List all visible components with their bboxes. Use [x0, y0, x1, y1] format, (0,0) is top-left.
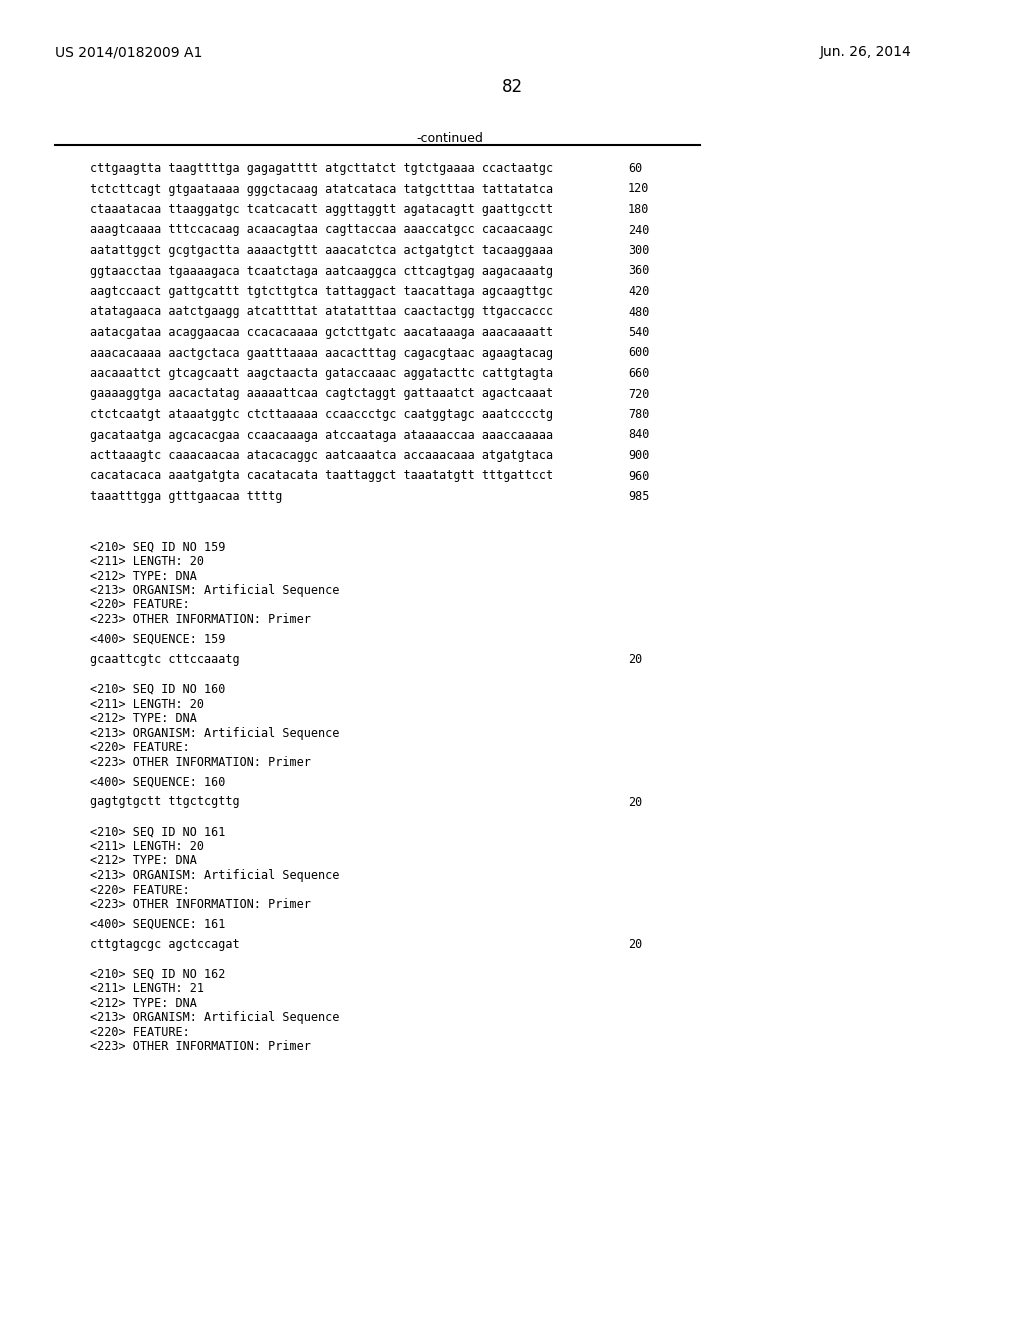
- Text: <211> LENGTH: 20: <211> LENGTH: 20: [90, 554, 204, 568]
- Text: 840: 840: [628, 429, 649, 441]
- Text: 420: 420: [628, 285, 649, 298]
- Text: ggtaacctaa tgaaaagaca tcaatctaga aatcaaggca cttcagtgag aagacaaatg: ggtaacctaa tgaaaagaca tcaatctaga aatcaag…: [90, 264, 553, 277]
- Text: <212> TYPE: DNA: <212> TYPE: DNA: [90, 569, 197, 582]
- Text: <213> ORGANISM: Artificial Sequence: <213> ORGANISM: Artificial Sequence: [90, 1011, 339, 1024]
- Text: 960: 960: [628, 470, 649, 483]
- Text: 985: 985: [628, 490, 649, 503]
- Text: 240: 240: [628, 223, 649, 236]
- Text: <211> LENGTH: 20: <211> LENGTH: 20: [90, 840, 204, 853]
- Text: aatacgataa acaggaacaa ccacacaaaa gctcttgatc aacataaaga aaacaaaatt: aatacgataa acaggaacaa ccacacaaaa gctcttg…: [90, 326, 553, 339]
- Text: 120: 120: [628, 182, 649, 195]
- Text: <213> ORGANISM: Artificial Sequence: <213> ORGANISM: Artificial Sequence: [90, 583, 339, 597]
- Text: <213> ORGANISM: Artificial Sequence: <213> ORGANISM: Artificial Sequence: [90, 726, 339, 739]
- Text: <210> SEQ ID NO 161: <210> SEQ ID NO 161: [90, 825, 225, 838]
- Text: Jun. 26, 2014: Jun. 26, 2014: [820, 45, 911, 59]
- Text: <400> SEQUENCE: 159: <400> SEQUENCE: 159: [90, 634, 225, 645]
- Text: tctcttcagt gtgaataaaa gggctacaag atatcataca tatgctttaa tattatatca: tctcttcagt gtgaataaaa gggctacaag atatcat…: [90, 182, 553, 195]
- Text: 180: 180: [628, 203, 649, 216]
- Text: <212> TYPE: DNA: <212> TYPE: DNA: [90, 854, 197, 867]
- Text: aaagtcaaaa tttccacaag acaacagtaa cagttaccaa aaaccatgcc cacaacaagc: aaagtcaaaa tttccacaag acaacagtaa cagttac…: [90, 223, 553, 236]
- Text: <210> SEQ ID NO 160: <210> SEQ ID NO 160: [90, 682, 225, 696]
- Text: 780: 780: [628, 408, 649, 421]
- Text: <400> SEQUENCE: 161: <400> SEQUENCE: 161: [90, 917, 225, 931]
- Text: <212> TYPE: DNA: <212> TYPE: DNA: [90, 711, 197, 725]
- Text: <211> LENGTH: 20: <211> LENGTH: 20: [90, 697, 204, 710]
- Text: aagtccaact gattgcattt tgtcttgtca tattaggact taacattaga agcaagttgc: aagtccaact gattgcattt tgtcttgtca tattagg…: [90, 285, 553, 298]
- Text: ctctcaatgt ataaatggtc ctcttaaaaa ccaaccctgc caatggtagc aaatcccctg: ctctcaatgt ataaatggtc ctcttaaaaa ccaaccc…: [90, 408, 553, 421]
- Text: 720: 720: [628, 388, 649, 400]
- Text: <400> SEQUENCE: 160: <400> SEQUENCE: 160: [90, 776, 225, 788]
- Text: acttaaagtc caaacaacaa atacacaggc aatcaaatca accaaacaaa atgatgtaca: acttaaagtc caaacaacaa atacacaggc aatcaaa…: [90, 449, 553, 462]
- Text: <210> SEQ ID NO 162: <210> SEQ ID NO 162: [90, 968, 225, 981]
- Text: gacataatga agcacacgaa ccaacaaaga atccaataga ataaaaccaa aaaccaaaaa: gacataatga agcacacgaa ccaacaaaga atccaat…: [90, 429, 553, 441]
- Text: 82: 82: [502, 78, 522, 96]
- Text: <212> TYPE: DNA: <212> TYPE: DNA: [90, 997, 197, 1010]
- Text: <223> OTHER INFORMATION: Primer: <223> OTHER INFORMATION: Primer: [90, 1040, 311, 1053]
- Text: cttgtagcgc agctccagat: cttgtagcgc agctccagat: [90, 939, 240, 950]
- Text: -continued: -continued: [417, 132, 483, 145]
- Text: 600: 600: [628, 346, 649, 359]
- Text: <220> FEATURE:: <220> FEATURE:: [90, 1026, 189, 1039]
- Text: aatattggct gcgtgactta aaaactgttt aaacatctca actgatgtct tacaaggaaa: aatattggct gcgtgactta aaaactgttt aaacatc…: [90, 244, 553, 257]
- Text: <211> LENGTH: 21: <211> LENGTH: 21: [90, 982, 204, 995]
- Text: 660: 660: [628, 367, 649, 380]
- Text: aaacacaaaa aactgctaca gaatttaaaa aacactttag cagacgtaac agaagtacag: aaacacaaaa aactgctaca gaatttaaaa aacactt…: [90, 346, 553, 359]
- Text: 20: 20: [628, 653, 642, 667]
- Text: 300: 300: [628, 244, 649, 257]
- Text: ctaaatacaa ttaaggatgc tcatcacatt aggttaggtt agatacagtt gaattgcctt: ctaaatacaa ttaaggatgc tcatcacatt aggttag…: [90, 203, 553, 216]
- Text: gaaaaggtga aacactatag aaaaattcaa cagtctaggt gattaaatct agactcaaat: gaaaaggtga aacactatag aaaaattcaa cagtcta…: [90, 388, 553, 400]
- Text: <220> FEATURE:: <220> FEATURE:: [90, 598, 189, 611]
- Text: 540: 540: [628, 326, 649, 339]
- Text: <223> OTHER INFORMATION: Primer: <223> OTHER INFORMATION: Primer: [90, 898, 311, 911]
- Text: gcaattcgtc cttccaaatg: gcaattcgtc cttccaaatg: [90, 653, 240, 667]
- Text: <220> FEATURE:: <220> FEATURE:: [90, 883, 189, 896]
- Text: atatagaaca aatctgaagg atcattttat atatatttaa caactactgg ttgaccaccc: atatagaaca aatctgaagg atcattttat atatatt…: [90, 305, 553, 318]
- Text: gagtgtgctt ttgctcgttg: gagtgtgctt ttgctcgttg: [90, 796, 240, 808]
- Text: 900: 900: [628, 449, 649, 462]
- Text: 360: 360: [628, 264, 649, 277]
- Text: <223> OTHER INFORMATION: Primer: <223> OTHER INFORMATION: Primer: [90, 612, 311, 626]
- Text: <220> FEATURE:: <220> FEATURE:: [90, 741, 189, 754]
- Text: <223> OTHER INFORMATION: Primer: <223> OTHER INFORMATION: Primer: [90, 755, 311, 768]
- Text: cacatacaca aaatgatgta cacatacata taattaggct taaatatgtt tttgattcct: cacatacaca aaatgatgta cacatacata taattag…: [90, 470, 553, 483]
- Text: 60: 60: [628, 162, 642, 176]
- Text: 20: 20: [628, 796, 642, 808]
- Text: taaatttgga gtttgaacaa ttttg: taaatttgga gtttgaacaa ttttg: [90, 490, 283, 503]
- Text: aacaaattct gtcagcaatt aagctaacta gataccaaac aggatacttc cattgtagta: aacaaattct gtcagcaatt aagctaacta gatacca…: [90, 367, 553, 380]
- Text: 20: 20: [628, 939, 642, 950]
- Text: <210> SEQ ID NO 159: <210> SEQ ID NO 159: [90, 540, 225, 553]
- Text: US 2014/0182009 A1: US 2014/0182009 A1: [55, 45, 203, 59]
- Text: 480: 480: [628, 305, 649, 318]
- Text: cttgaagtta taagttttga gagagatttt atgcttatct tgtctgaaaa ccactaatgc: cttgaagtta taagttttga gagagatttt atgctta…: [90, 162, 553, 176]
- Text: <213> ORGANISM: Artificial Sequence: <213> ORGANISM: Artificial Sequence: [90, 869, 339, 882]
